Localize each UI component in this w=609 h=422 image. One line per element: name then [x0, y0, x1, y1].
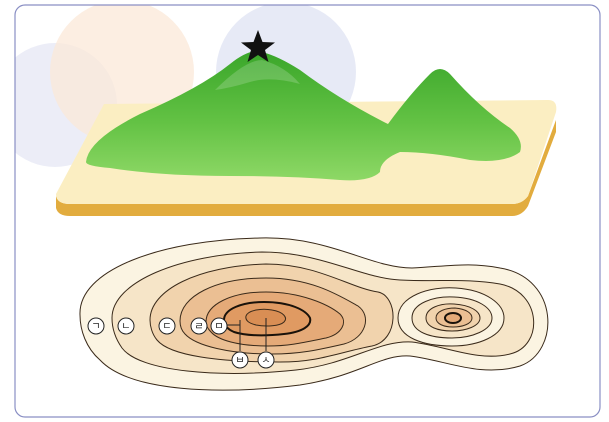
svg-text:ㄴ: ㄴ [121, 322, 130, 333]
contour-map: ㄱ ㄴ ㄷ ㄹ ㅁ ㅂ ㅅ [79, 237, 549, 391]
svg-text:ㅅ: ㅅ [261, 356, 270, 367]
terrain-model [56, 30, 557, 216]
svg-text:ㅂ: ㅂ [235, 356, 244, 367]
contour-label-7: ㅅ [257, 351, 275, 369]
contour-label-5: ㅁ [210, 317, 228, 335]
contour-label-2: ㄴ [117, 317, 135, 335]
contour-line-7 [245, 308, 286, 327]
svg-text:ㄹ: ㄹ [194, 322, 203, 333]
contour-label-6: ㅂ [231, 351, 249, 369]
figure-frame [14, 4, 601, 418]
contour-label-3: ㄷ [158, 317, 176, 335]
contour-label-1: ㄱ [87, 317, 105, 335]
mountain-highlight [215, 60, 300, 90]
svg-text:ㅁ: ㅁ [214, 322, 223, 333]
svg-text:ㄷ: ㄷ [162, 322, 171, 333]
summit-star-icon [241, 30, 275, 62]
terrain-base-side [56, 120, 556, 216]
mountain-shape [86, 51, 521, 181]
svg-text:ㄱ: ㄱ [91, 322, 100, 333]
right-hill-summit-contour [444, 312, 462, 324]
contour-label-4: ㄹ [190, 317, 208, 335]
